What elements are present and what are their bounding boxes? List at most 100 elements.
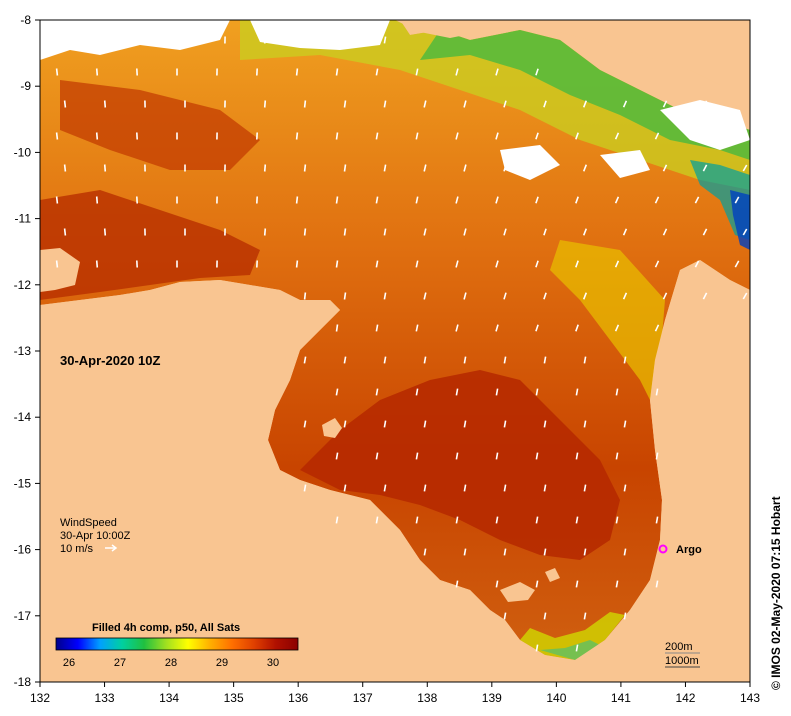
wind-arrow-icon: [702, 164, 708, 172]
wind-arrow-icon: [615, 452, 619, 460]
latitude-tick-label: -14: [14, 410, 32, 424]
wind-arrow-icon: [623, 548, 627, 556]
wind-arrow-icon: [455, 516, 459, 524]
wind-arrow-icon: [495, 516, 499, 524]
wind-arrow-icon: [103, 228, 107, 236]
wind-arrow-icon: [263, 100, 267, 108]
wind-arrow-icon: [303, 164, 307, 172]
arnhem-land: [40, 260, 750, 682]
wind-arrow-icon: [423, 548, 427, 556]
wind-arrow-icon: [582, 100, 588, 108]
wind-arrow-icon: [335, 260, 339, 268]
wind-arrow-icon: [575, 388, 579, 396]
wind-arrows: [55, 36, 748, 652]
wind-arrow-icon: [503, 484, 507, 492]
wind-arrow-icon: [622, 228, 628, 236]
colorbar-tick-label: 29: [216, 657, 228, 669]
wind-arrow-icon: [303, 228, 307, 236]
wind-arrow-icon: [543, 292, 547, 300]
wind-arrow-icon: [734, 260, 740, 268]
wind-arrow-icon: [575, 516, 579, 524]
northwest-island: [40, 248, 80, 292]
longitude-tick-label: 137: [353, 691, 373, 705]
wind-arrow-icon: [495, 388, 499, 396]
wind-arrow-icon: [503, 420, 507, 428]
wind-arrow-icon: [103, 36, 107, 44]
latitude-tick-label: -15: [14, 476, 32, 490]
wind-arrow-icon: [535, 132, 539, 140]
wind-arrow-icon: [263, 164, 267, 172]
wind-arrow-icon: [463, 228, 467, 236]
wind-arrow-icon: [662, 100, 668, 108]
colorbar-tick-label: 28: [165, 657, 177, 669]
colorbar-ticks: 26 27 28 29 30: [63, 657, 279, 669]
warm-core: [300, 370, 620, 560]
depth-legend: 200m 1000m: [665, 641, 700, 668]
wind-arrow-icon: [543, 612, 547, 620]
wind-arrow-icon: [543, 356, 547, 364]
wind-arrow-icon: [375, 324, 379, 332]
wind-arrow-icon: [303, 100, 307, 108]
wind-arrow-icon: [575, 196, 579, 204]
latitude-tick-label: -17: [14, 609, 32, 623]
bentinck-island: [545, 568, 560, 582]
wind-arrow-icon: [383, 228, 387, 236]
cool-band-north: [240, 20, 750, 190]
wind-arrow-icon: [503, 612, 507, 620]
wind-arrow-icon: [343, 292, 347, 300]
wind-arrow-icon: [423, 420, 427, 428]
wind-arrow-icon: [415, 452, 419, 460]
wind-arrow-icon: [455, 388, 459, 396]
wind-arrow-icon: [582, 228, 588, 236]
wind-arrow-icon: [63, 164, 67, 172]
wind-arrow-icon: [103, 100, 107, 108]
depth-legend-200m: 200m: [665, 641, 693, 653]
latitude-tick-label: -12: [14, 278, 32, 292]
latitude-ticks: -8 -9 -10 -11 -12 -13 -14 -15 -16 -17 -18: [14, 13, 40, 689]
colorbar: Filled 4h comp, p50, All Sats 26 27 28 29 30: [55, 622, 299, 669]
wind-arrow-icon: [455, 68, 459, 76]
wind-arrow-icon: [742, 164, 748, 172]
wind-arrow-icon: [734, 132, 740, 140]
wind-arrow-icon: [655, 388, 659, 396]
latitude-tick-label: -11: [15, 212, 32, 226]
wind-arrow-icon: [503, 548, 507, 556]
wind-arrow-icon: [303, 36, 307, 44]
wind-arrow-icon: [614, 260, 620, 268]
wind-arrow-icon: [463, 484, 467, 492]
colorbar-tick-label: 26: [63, 657, 75, 669]
wind-arrow-icon: [303, 484, 307, 492]
wind-legend: WindSpeed 30-Apr 10:00Z 10 m/s: [60, 517, 131, 555]
latitude-tick-label: -9: [20, 79, 31, 93]
east-coast-band: [550, 240, 665, 400]
wind-arrow-icon: [734, 196, 740, 204]
wind-arrow-icon: [335, 196, 339, 204]
wind-arrow-icon: [503, 164, 507, 172]
wind-arrow-icon: [575, 260, 579, 268]
wind-arrow-icon: [63, 100, 67, 108]
wind-arrow-icon: [503, 292, 507, 300]
wind-arrow-icon: [622, 100, 628, 108]
wind-arrow-icon: [615, 580, 619, 588]
credit-text: © IMOS 02-May-2020 07:15 Hobart: [769, 496, 783, 690]
wind-arrow-icon: [303, 356, 307, 364]
wind-arrow-icon: [375, 388, 379, 396]
argo-label: Argo: [676, 544, 702, 556]
wind-arrow-icon: [103, 164, 107, 172]
wind-arrow-icon: [375, 132, 379, 140]
wind-arrow-icon: [582, 164, 588, 172]
longitude-tick-label: 139: [482, 691, 502, 705]
wind-arrow-icon: [95, 68, 99, 76]
wind-arrow-icon: [702, 100, 708, 108]
wind-arrow-icon: [55, 260, 59, 268]
latitude-tick-label: -10: [14, 145, 32, 159]
wind-arrow-icon: [335, 68, 339, 76]
longitude-tick-label: 136: [288, 691, 308, 705]
longitude-tick-label: 142: [675, 691, 695, 705]
wind-arrow-icon: [503, 228, 507, 236]
south-coast-green: [540, 640, 600, 660]
wind-arrow-icon: [263, 228, 267, 236]
wind-arrow-icon: [415, 388, 419, 396]
wind-legend-title: WindSpeed: [60, 517, 117, 529]
wind-arrow-icon: [343, 356, 347, 364]
